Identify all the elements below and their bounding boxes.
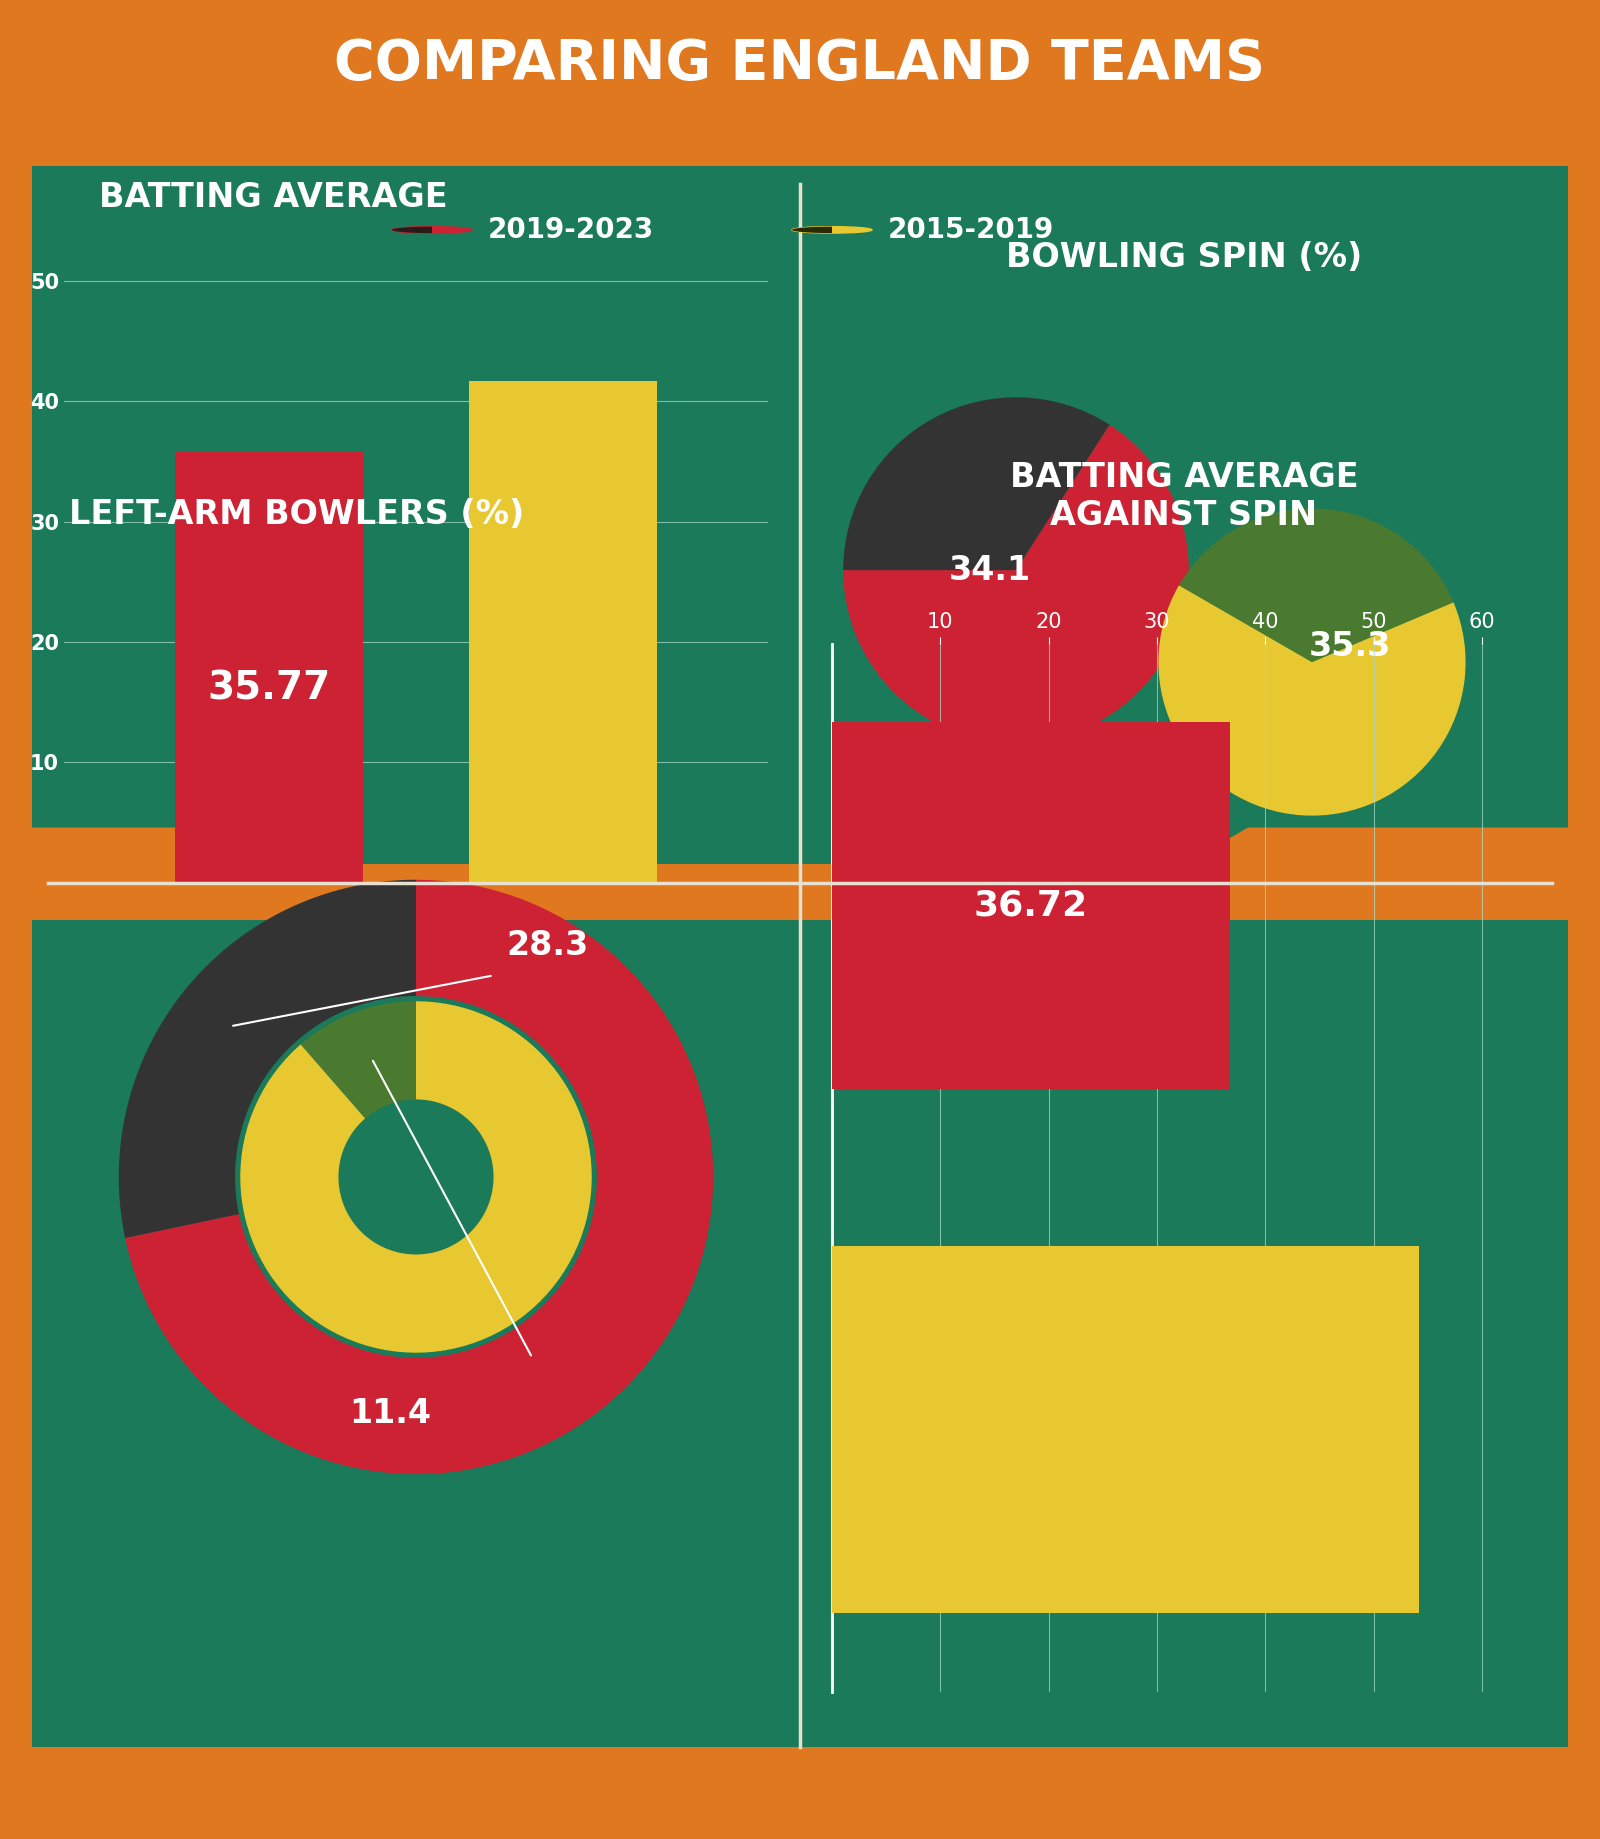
FancyBboxPatch shape <box>32 166 1568 864</box>
FancyBboxPatch shape <box>32 920 1568 1747</box>
Text: 35.3: 35.3 <box>1309 631 1392 664</box>
Wedge shape <box>1158 585 1466 817</box>
Text: 28.3: 28.3 <box>507 929 589 962</box>
Text: BOWLING SPIN (%): BOWLING SPIN (%) <box>1006 241 1362 274</box>
Text: BATTING AVERAGE
AGAINST SPIN: BATTING AVERAGE AGAINST SPIN <box>1010 462 1358 531</box>
Text: BATTING AVERAGE: BATTING AVERAGE <box>99 180 448 213</box>
Polygon shape <box>118 879 416 1238</box>
Text: 11.4: 11.4 <box>349 1396 430 1429</box>
Polygon shape <box>792 226 832 234</box>
Text: 34.1: 34.1 <box>949 554 1030 587</box>
Text: 41.64: 41.64 <box>501 638 624 677</box>
Bar <box>832 723 1230 1089</box>
Bar <box>469 381 656 883</box>
Text: 36.72: 36.72 <box>974 888 1088 923</box>
Wedge shape <box>1179 508 1453 662</box>
Bar <box>176 452 363 883</box>
Circle shape <box>792 226 872 234</box>
Circle shape <box>392 226 472 234</box>
Wedge shape <box>843 397 1109 570</box>
Polygon shape <box>125 879 714 1475</box>
Wedge shape <box>843 425 1189 743</box>
Bar <box>832 1247 1419 1613</box>
Text: 2019-2023: 2019-2023 <box>488 215 654 245</box>
Polygon shape <box>0 828 352 920</box>
Text: LEFT-ARM BOWLERS (%): LEFT-ARM BOWLERS (%) <box>69 498 525 531</box>
Text: COMPARING ENGLAND TEAMS: COMPARING ENGLAND TEAMS <box>334 37 1266 92</box>
Text: 2015-2019: 2015-2019 <box>888 215 1054 245</box>
Polygon shape <box>240 1000 592 1354</box>
Text: 35.77: 35.77 <box>208 669 331 708</box>
Text: 54.19: 54.19 <box>1069 1412 1182 1447</box>
Polygon shape <box>392 226 432 234</box>
Polygon shape <box>1184 828 1600 920</box>
Polygon shape <box>301 1000 416 1118</box>
